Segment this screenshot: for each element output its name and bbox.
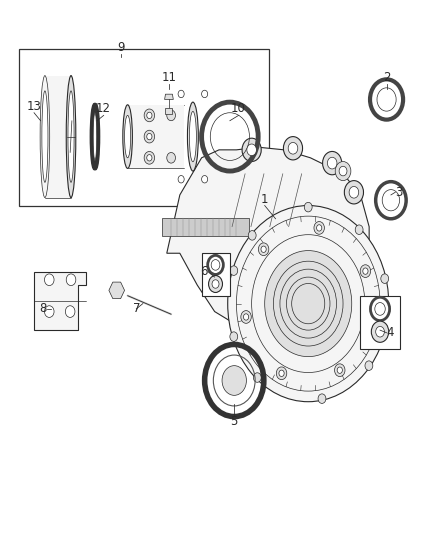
Circle shape	[288, 142, 298, 154]
Circle shape	[201, 175, 208, 183]
Circle shape	[147, 133, 152, 140]
Circle shape	[178, 175, 184, 183]
Circle shape	[371, 321, 389, 342]
Ellipse shape	[187, 102, 198, 171]
Circle shape	[66, 274, 76, 286]
Text: 3: 3	[395, 186, 403, 199]
Circle shape	[381, 274, 389, 284]
Text: 2: 2	[383, 70, 390, 84]
Ellipse shape	[66, 76, 76, 198]
Circle shape	[230, 332, 238, 342]
Polygon shape	[34, 272, 86, 330]
Polygon shape	[167, 147, 369, 338]
Text: 12: 12	[96, 102, 111, 115]
Polygon shape	[109, 282, 124, 298]
Circle shape	[279, 370, 284, 376]
Ellipse shape	[123, 105, 132, 168]
Circle shape	[335, 161, 351, 181]
Text: 4: 4	[387, 326, 394, 340]
Circle shape	[244, 314, 249, 320]
Text: 1: 1	[261, 192, 268, 206]
Circle shape	[261, 246, 266, 253]
Text: 8: 8	[40, 302, 47, 316]
Circle shape	[265, 251, 352, 357]
Bar	[201, 253, 230, 296]
Circle shape	[360, 265, 371, 278]
Text: 9: 9	[117, 42, 125, 54]
Circle shape	[167, 152, 176, 163]
Ellipse shape	[189, 111, 196, 162]
Circle shape	[349, 187, 359, 198]
Circle shape	[248, 231, 256, 240]
Circle shape	[254, 373, 261, 382]
Polygon shape	[127, 105, 184, 168]
Circle shape	[258, 243, 269, 256]
Circle shape	[144, 130, 155, 143]
Circle shape	[317, 225, 322, 231]
Circle shape	[322, 151, 342, 175]
Text: 7: 7	[133, 302, 140, 316]
Circle shape	[318, 394, 326, 403]
Circle shape	[314, 222, 325, 235]
Circle shape	[327, 157, 337, 169]
Ellipse shape	[40, 76, 49, 198]
Circle shape	[147, 112, 152, 118]
Circle shape	[201, 90, 208, 98]
Polygon shape	[165, 94, 173, 100]
Circle shape	[242, 138, 261, 161]
Circle shape	[167, 110, 176, 120]
Circle shape	[45, 306, 54, 317]
Circle shape	[366, 304, 376, 317]
Ellipse shape	[68, 91, 74, 182]
Ellipse shape	[93, 113, 97, 160]
Circle shape	[178, 90, 184, 98]
Circle shape	[144, 151, 155, 164]
Circle shape	[355, 225, 363, 235]
Bar	[360, 296, 399, 349]
Circle shape	[339, 166, 347, 176]
Text: 13: 13	[27, 100, 42, 113]
Circle shape	[45, 274, 54, 286]
Circle shape	[228, 206, 389, 402]
Text: 11: 11	[162, 70, 177, 84]
Text: 6: 6	[201, 265, 208, 278]
Text: 5: 5	[230, 415, 238, 428]
Circle shape	[363, 268, 368, 274]
Ellipse shape	[124, 115, 131, 158]
Polygon shape	[45, 76, 71, 198]
Circle shape	[376, 326, 385, 337]
Ellipse shape	[42, 91, 48, 182]
Circle shape	[247, 144, 256, 156]
Circle shape	[335, 364, 345, 376]
Circle shape	[283, 136, 303, 160]
Circle shape	[208, 276, 223, 293]
Circle shape	[241, 311, 251, 324]
Circle shape	[337, 367, 343, 374]
Circle shape	[230, 266, 238, 276]
Polygon shape	[162, 217, 250, 236]
Circle shape	[212, 280, 219, 288]
Ellipse shape	[92, 105, 98, 168]
Circle shape	[304, 203, 312, 212]
Circle shape	[222, 366, 247, 395]
Circle shape	[144, 109, 155, 122]
Circle shape	[344, 181, 364, 204]
Bar	[166, 109, 173, 114]
Text: 10: 10	[231, 102, 246, 115]
Circle shape	[276, 367, 287, 379]
Bar	[19, 49, 269, 206]
Circle shape	[365, 361, 373, 370]
Circle shape	[147, 155, 152, 161]
Circle shape	[368, 307, 374, 313]
Circle shape	[65, 306, 75, 317]
